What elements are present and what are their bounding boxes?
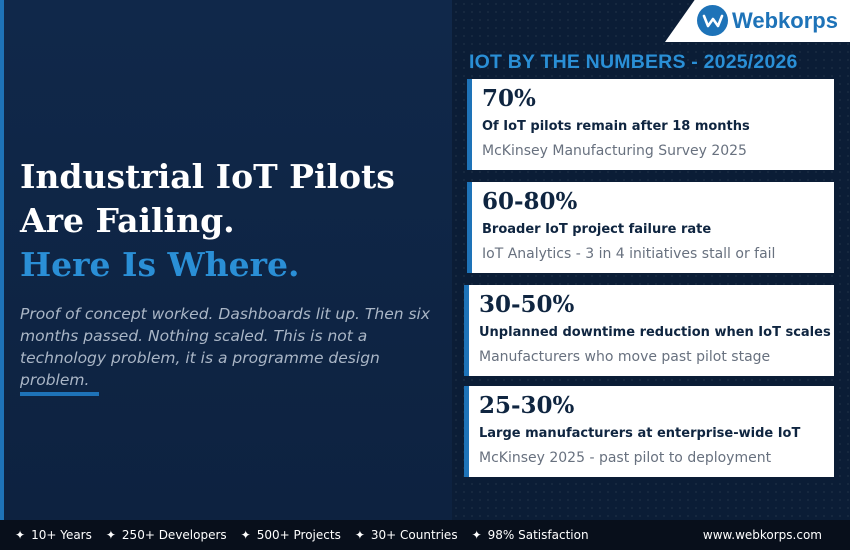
stat-source: Manufacturers who move past pilot stage — [479, 349, 771, 365]
logo-badge — [665, 0, 850, 42]
stat-card: 30-50% Unplanned downtime reduction when… — [464, 285, 834, 376]
footer-stat: ✦ 250+ Developers — [106, 528, 227, 542]
stat-value: 25-30% — [479, 392, 575, 419]
left-accent-bar — [0, 0, 4, 520]
footer-stat: ✦ 10+ Years — [15, 528, 92, 542]
stat-source: McKinsey 2025 - past pilot to deployment — [479, 450, 772, 466]
stat-label: Of IoT pilots remain after 18 months — [482, 119, 750, 134]
stat-label: Broader IoT project failure rate — [482, 222, 712, 237]
footer-stat-label: 30+ Countries — [370, 528, 458, 542]
stat-value: 70% — [482, 85, 536, 112]
stat-value: 60-80% — [482, 188, 578, 215]
headline-line-1: Industrial IoT Pilots — [20, 157, 395, 196]
stat-card: 25-30% Large manufacturers at enterprise… — [464, 386, 834, 477]
stat-card: 60-80% Broader IoT project failure rate … — [467, 182, 834, 273]
brand-name[interactable]: Webkorps — [732, 8, 838, 33]
footer-stat-label: 250+ Developers — [121, 528, 227, 542]
footer-stat: ✦ 30+ Countries — [355, 528, 458, 542]
hero-subtext: Proof of concept worked. Dashboards lit … — [20, 305, 431, 389]
headline-accent: Here Is Where. — [20, 245, 300, 284]
footer-stat: ✦ 500+ Projects — [241, 528, 341, 542]
footer-bar: ✦ 10+ Years ✦ 250+ Developers ✦ 500+ Pro… — [0, 520, 850, 550]
left-panel — [0, 0, 452, 520]
stats-title: IOT BY THE NUMBERS - 2025/2026 — [469, 51, 798, 73]
four-point-star-icon: ✦ — [471, 528, 482, 542]
footer-stats: ✦ 10+ Years ✦ 250+ Developers ✦ 500+ Pro… — [15, 520, 603, 550]
four-point-star-icon: ✦ — [105, 528, 116, 542]
stat-label: Unplanned downtime reduction when IoT sc… — [479, 325, 831, 340]
footer-url-link[interactable]: www.webkorps.com — [702, 528, 822, 542]
stat-card: 70% Of IoT pilots remain after 18 months… — [467, 79, 834, 170]
footer-stat-label: 500+ Projects — [256, 528, 341, 542]
stat-label: Large manufacturers at enterprise-wide I… — [479, 426, 801, 441]
stat-source: IoT Analytics - 3 in 4 initiatives stall… — [482, 246, 776, 262]
footer-stat-label: 98% Satisfaction — [487, 528, 589, 542]
footer-stat: ✦ 98% Satisfaction — [472, 528, 589, 542]
four-point-star-icon: ✦ — [354, 528, 365, 542]
headline: Industrial IoT Pilots Are Failing. Here … — [20, 155, 440, 287]
accent-underline — [20, 392, 99, 396]
stat-source: McKinsey Manufacturing Survey 2025 — [482, 143, 747, 159]
four-point-star-icon: ✦ — [240, 528, 251, 542]
headline-line-2: Are Failing. — [20, 201, 235, 240]
four-point-star-icon: ✦ — [15, 528, 26, 542]
footer-stat-label: 10+ Years — [31, 528, 92, 542]
stat-value: 30-50% — [479, 291, 575, 318]
w-circle-logo-icon — [697, 5, 728, 36]
